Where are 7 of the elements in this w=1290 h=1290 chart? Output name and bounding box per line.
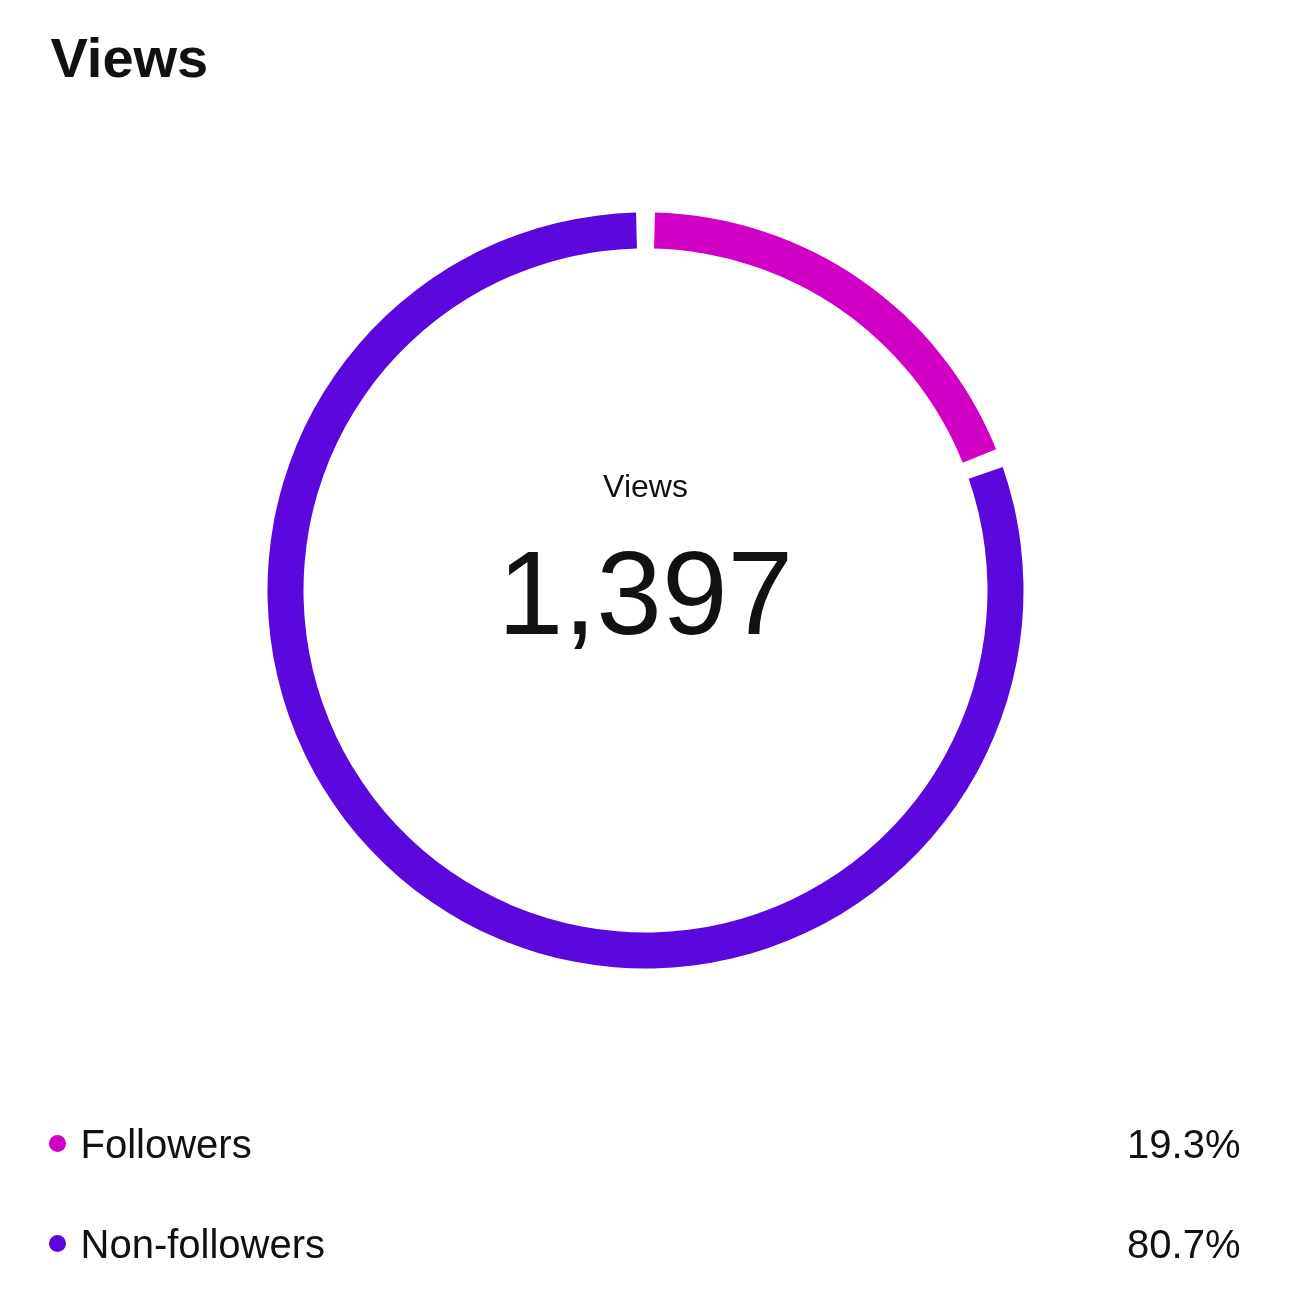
chart-title: Views xyxy=(50,26,209,89)
text: Views xyxy=(603,467,688,504)
data-label: 19.3% xyxy=(1127,1121,1241,1166)
legend-label: Followers xyxy=(80,1121,252,1166)
data-label: 80.7% xyxy=(1127,1221,1241,1266)
legend-label: Non-followers xyxy=(80,1221,326,1266)
text: 1,397 xyxy=(497,526,794,659)
